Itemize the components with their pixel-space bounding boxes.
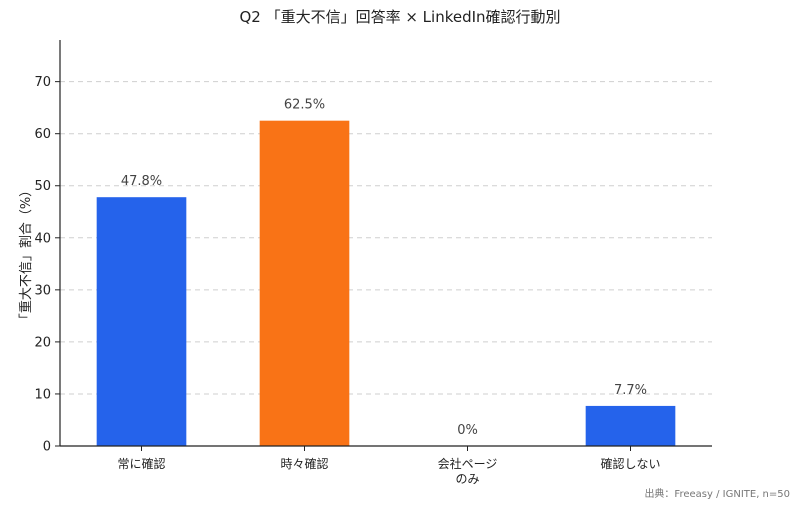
y-tick-label: 70 <box>34 75 51 90</box>
axes <box>55 40 712 451</box>
bar <box>259 120 350 446</box>
y-tick-label: 60 <box>34 127 51 142</box>
bar <box>585 405 676 446</box>
y-tick-label: 10 <box>34 387 51 402</box>
data-label: 47.8% <box>121 174 162 189</box>
data-label: 62.5% <box>284 98 325 113</box>
y-tick-label: 50 <box>34 179 51 194</box>
labels: 0 10 20 30 40 50 60 70 47.8% 常に確認 62.5% 時々確認 0% 会社ページ… <box>34 75 660 486</box>
y-tick-label: 0 <box>43 440 51 455</box>
source-note: 出典：Freeasy / IGNITE, n=50 <box>644 487 790 500</box>
x-tick-label: 常に確認 <box>117 456 165 471</box>
bars <box>96 120 676 446</box>
data-label: 7.7% <box>614 383 647 398</box>
bar <box>96 197 187 446</box>
y-tick-label: 30 <box>34 283 51 298</box>
y-axis-label: 「重大不信」割合（%） <box>18 184 34 326</box>
data-label: 0% <box>457 423 478 438</box>
y-tick-label: 20 <box>34 335 51 350</box>
chart-title: Q2 「重大不信」回答率 × LinkedIn確認行動別 <box>239 8 560 26</box>
y-tick-label: 40 <box>34 231 51 246</box>
x-tick-label: 時々確認 <box>280 456 328 471</box>
x-tick-label: 会社ページのみ <box>438 456 498 486</box>
x-tick-label: 確認しない <box>600 456 660 471</box>
